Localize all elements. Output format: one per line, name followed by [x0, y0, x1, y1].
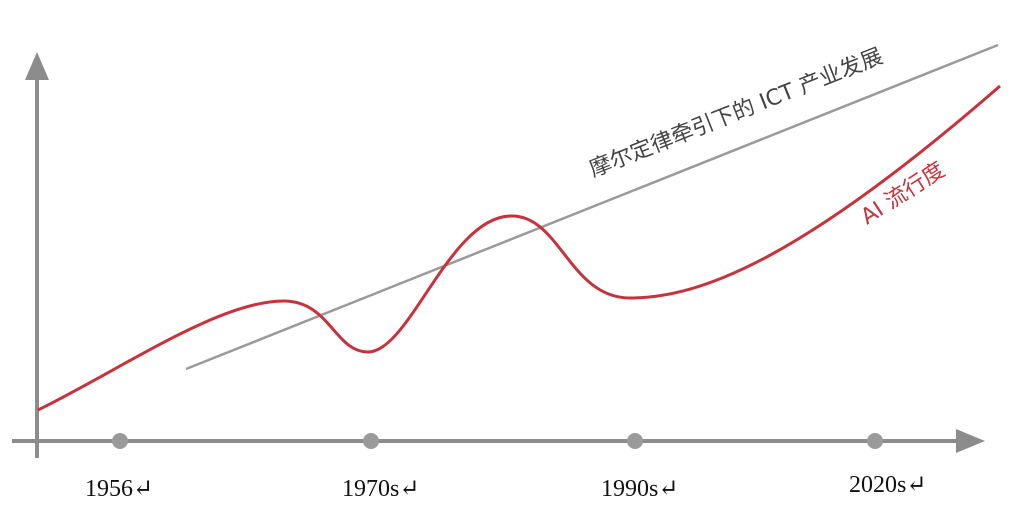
y-axis-arrow-icon: [25, 52, 49, 80]
ai-popularity-curve: [37, 84, 1001, 412]
tick-dot-1970s: [363, 433, 379, 449]
ict-line-label: 摩尔定律牵引下的 ICT 产业发展: [586, 44, 886, 183]
x-axis-arrow-icon: [956, 429, 985, 453]
tick-dot-1956: [112, 433, 128, 449]
tick-label-1970s: 1970s↵: [342, 476, 419, 502]
tick-label-1956: 1956↵: [85, 476, 153, 502]
tick-dot-1990s: [627, 433, 643, 449]
ai-curve-label: AI 流行度: [857, 158, 950, 230]
tick-dot-2020s: [867, 433, 883, 449]
tick-label-2020s: 2020s↵: [849, 472, 926, 498]
tick-label-1990s: 1990s↵: [601, 476, 678, 502]
